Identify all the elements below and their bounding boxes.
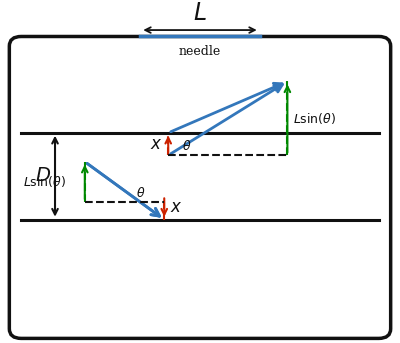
Text: $L$: $L$ [193,2,207,25]
Text: needle: needle [179,45,221,58]
FancyBboxPatch shape [9,36,391,339]
Text: $L\sin(\theta)$: $L\sin(\theta)$ [23,174,66,189]
Text: $x$: $x$ [150,135,162,153]
Text: $x$: $x$ [170,199,183,216]
Text: $D$: $D$ [35,167,51,185]
Text: $\theta$: $\theta$ [182,139,192,153]
Text: $\theta$: $\theta$ [136,186,146,200]
Text: $L\sin(\theta)$: $L\sin(\theta)$ [293,111,336,126]
